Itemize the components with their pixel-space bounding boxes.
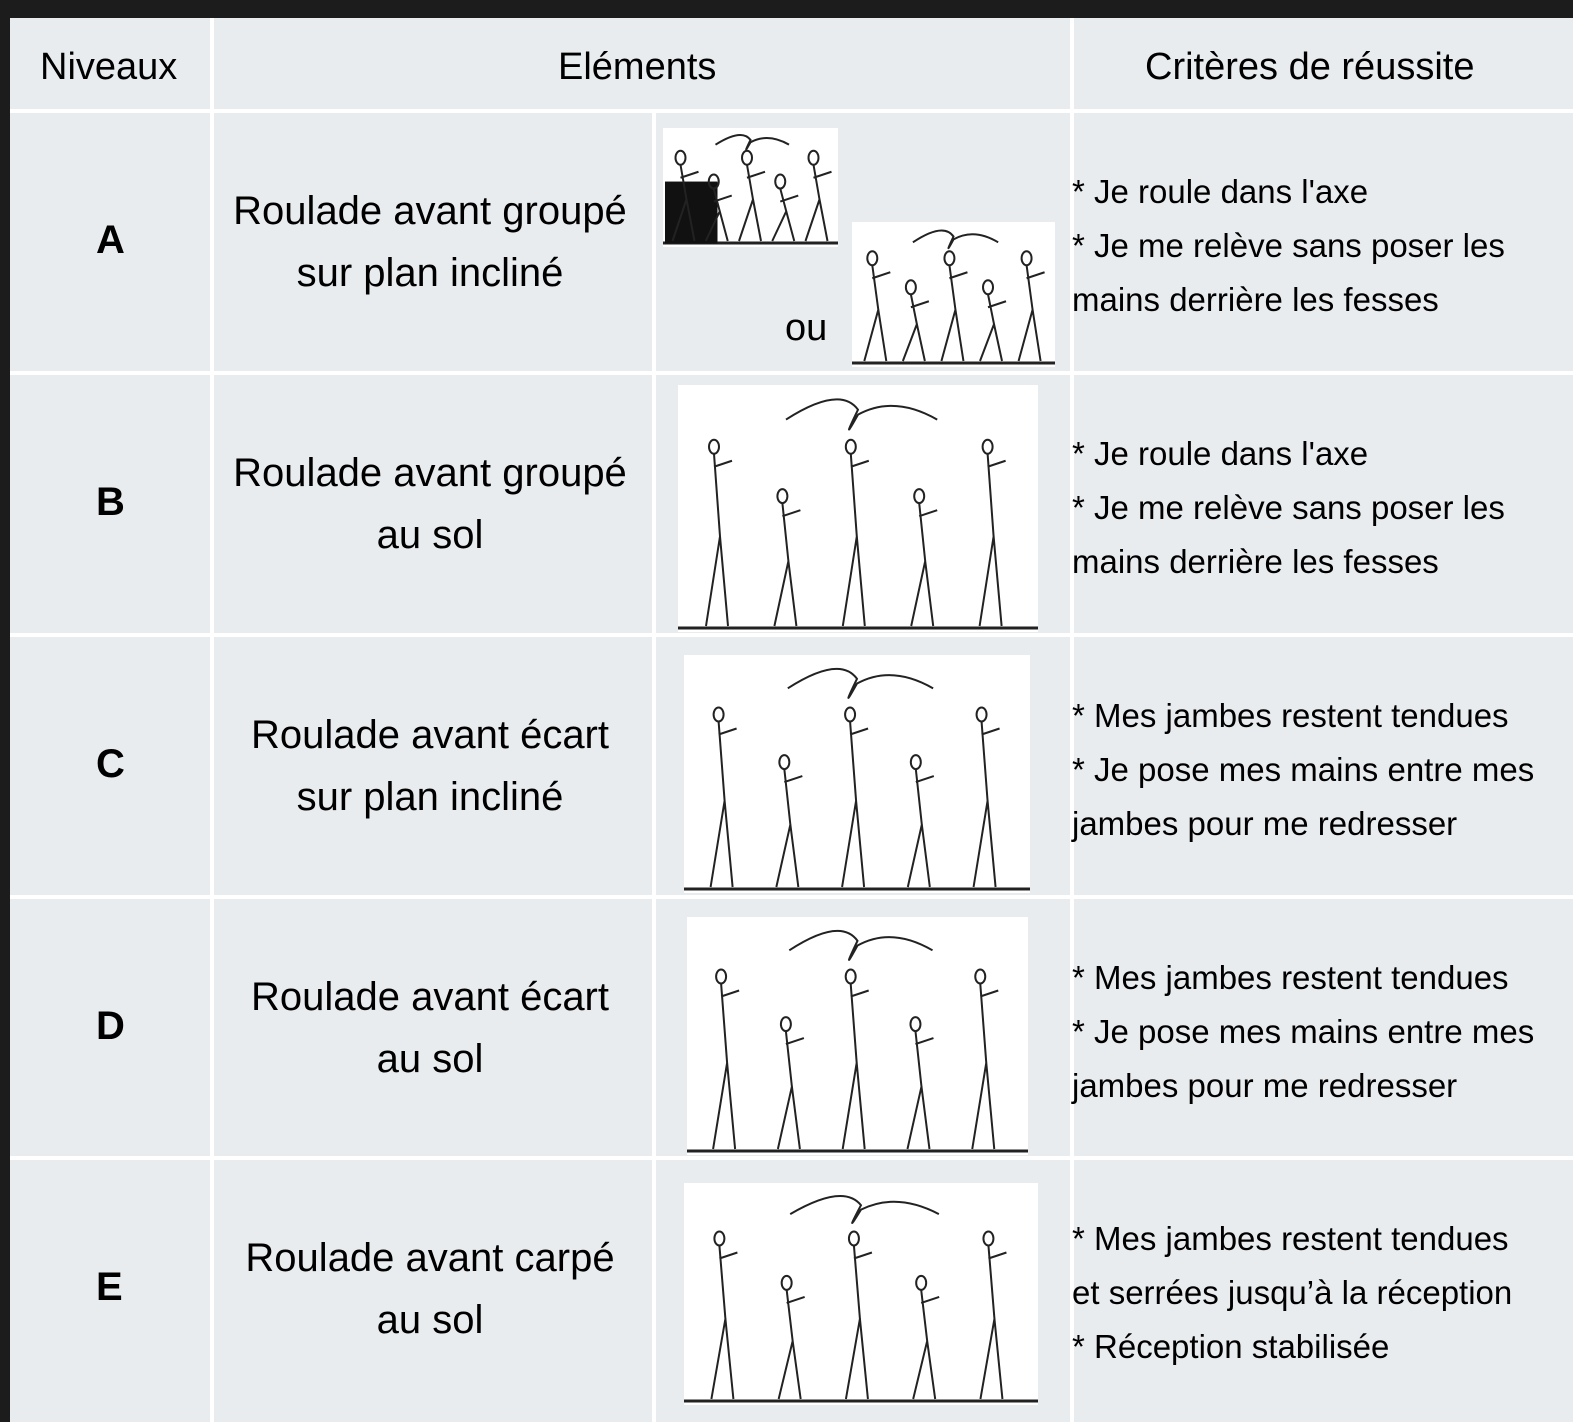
criterion: * Je pose mes mains entre mes: [1072, 751, 1535, 788]
level: B: [96, 480, 125, 524]
illustration-part: [738, 164, 766, 242]
element-name: Roulade avant groupé: [233, 451, 627, 495]
level: A: [96, 218, 125, 262]
row-divider: [10, 1156, 1573, 1160]
row-divider: [10, 109, 1573, 113]
illustration-part: [785, 398, 938, 431]
criterion: * Je me relève sans poser les: [1072, 227, 1505, 264]
criterion: mains derrière les fesses: [1072, 281, 1439, 318]
illustration-part: [773, 503, 801, 627]
element-name: au sol: [376, 1298, 484, 1342]
illustration-part: [940, 265, 968, 362]
criterion: et serrées jusqu’à la réception: [1072, 1274, 1513, 1311]
element-name: sur plan incliné: [296, 251, 564, 295]
criterion: * Réception stabilisée: [1072, 1328, 1390, 1365]
criterion: jambes pour me redresser: [1072, 805, 1458, 842]
illustration-part: [978, 453, 1006, 627]
illustration-part: [971, 983, 999, 1150]
header-cell: Niveaux: [40, 46, 178, 88]
level: E: [96, 1265, 123, 1309]
element-name: Roulade avant écart: [250, 713, 609, 757]
element-name: Roulade avant groupé: [233, 189, 627, 233]
criterion: * Mes jambes restent tendues: [1072, 959, 1509, 996]
criterion: * Je roule dans l'axe: [1072, 173, 1369, 210]
level: D: [96, 1004, 125, 1048]
criterion: * Mes jambes restent tendues: [1072, 697, 1509, 734]
illustration-part: [789, 1194, 940, 1224]
column-divider: [652, 113, 656, 1422]
row-divider: [10, 633, 1573, 637]
illustration-part: [704, 188, 733, 242]
illustration-part: [901, 294, 930, 362]
illustration-part: [844, 1245, 873, 1400]
criterion: mains derrière les fesses: [1072, 543, 1439, 580]
illustration-part: [1017, 265, 1045, 362]
illustration-part: [979, 294, 1007, 362]
illustration-part: [777, 1289, 805, 1400]
criterion: * Je me relève sans poser les: [1072, 489, 1505, 526]
criterion: * Je pose mes mains entre mes: [1072, 1013, 1535, 1050]
level: C: [96, 742, 125, 786]
row-divider: [10, 895, 1573, 899]
illustration-part: [804, 164, 832, 242]
illustration-part: [775, 768, 803, 888]
criterion: * Mes jambes restent tendues: [1072, 1220, 1509, 1257]
header-cell: Eléments: [558, 46, 717, 88]
element-name: Roulade avant carpé: [245, 1236, 615, 1280]
illustration-part: [972, 721, 1000, 888]
illustration-part: [712, 983, 740, 1150]
element-name: sur plan incliné: [296, 775, 564, 819]
illustration-part: [771, 188, 799, 242]
illustration-part: [684, 1183, 1038, 1405]
illustration-part: [912, 229, 999, 250]
criterion: * Je roule dans l'axe: [1072, 435, 1369, 472]
illustration-part: [710, 1245, 738, 1400]
illustration-part: [910, 503, 938, 627]
criterion: jambes pour me redresser: [1072, 1067, 1458, 1104]
illustration-part: [684, 655, 1030, 893]
illustration-part: [841, 721, 869, 888]
illustration-part: [912, 1289, 940, 1400]
illustration-part: [787, 667, 934, 699]
illustration-part: [906, 1030, 934, 1150]
illustration-part: [841, 983, 869, 1150]
alternative: ou: [785, 307, 828, 349]
illustration-part: [788, 929, 934, 961]
element-name: Roulade avant écart: [250, 975, 609, 1019]
element-name: au sol: [376, 1037, 484, 1081]
illustration-part: [906, 768, 935, 888]
illustration-part: [705, 453, 733, 627]
header-cell: Critères de réussite: [1145, 46, 1475, 88]
illustration-part: [979, 1245, 1007, 1400]
illustration-part: [776, 1030, 805, 1150]
row-divider: [10, 371, 1573, 375]
illustration-part: [671, 164, 699, 242]
element-name: au sol: [376, 513, 484, 557]
illustration-part: [863, 265, 891, 362]
illustration-part: [687, 917, 1028, 1155]
illustration-part: [678, 385, 1038, 632]
illustration-part: [709, 721, 737, 888]
illustration-part: [714, 133, 790, 151]
illustration-part: [841, 453, 870, 627]
column-divider: [1070, 18, 1074, 1422]
column-divider: [210, 18, 214, 1422]
